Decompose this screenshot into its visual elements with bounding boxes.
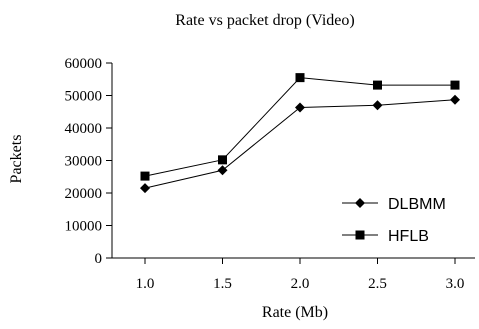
x-axis-label: Rate (Mb) — [262, 304, 328, 321]
data-point — [140, 183, 150, 194]
chart-title: Rate vs packet drop (Video) — [175, 12, 354, 29]
legend: DLBMM HFLB — [342, 196, 446, 245]
data-point — [450, 80, 460, 90]
y-tick-label: 30000 — [65, 154, 103, 170]
y-tick-label: 0 — [95, 251, 103, 267]
series-dlbmm — [140, 94, 460, 194]
x-tick-label: 1.5 — [213, 276, 232, 292]
x-tick-label: 1.0 — [136, 276, 155, 292]
x-tick-label: 3.0 — [446, 276, 465, 292]
data-point — [295, 102, 305, 113]
x-tick-label: 2.0 — [291, 276, 310, 292]
series-line — [144, 99, 456, 189]
series-line — [144, 77, 455, 177]
x-tick-label: 2.5 — [368, 276, 387, 292]
y-tick-label: 10000 — [65, 219, 103, 235]
legend-marker — [355, 230, 365, 240]
data-point — [218, 155, 227, 165]
data-point — [140, 171, 150, 181]
legend-label: HFLB — [388, 228, 429, 245]
y-axis-label: Packets — [8, 135, 25, 184]
legend-label: DLBMM — [388, 196, 446, 213]
y-tick-label: 50000 — [65, 89, 103, 105]
legend-item-dlbmm: DLBMM — [342, 196, 446, 213]
series-hflb — [140, 73, 460, 181]
y-tick-label: 20000 — [65, 186, 103, 202]
legend-marker — [355, 198, 365, 208]
data-point — [450, 94, 460, 105]
ticks: 0 10000 20000 30000 40000 50000 60000 1.0 1.5 2.0… — [65, 56, 465, 292]
legend-item-hflb: HFLB — [342, 228, 429, 245]
y-tick-label: 60000 — [65, 56, 103, 72]
data-point — [217, 165, 228, 176]
data-point — [373, 80, 382, 90]
series — [140, 73, 460, 194]
data-point — [295, 73, 305, 83]
y-tick-label: 40000 — [65, 121, 103, 137]
data-point — [372, 100, 383, 111]
